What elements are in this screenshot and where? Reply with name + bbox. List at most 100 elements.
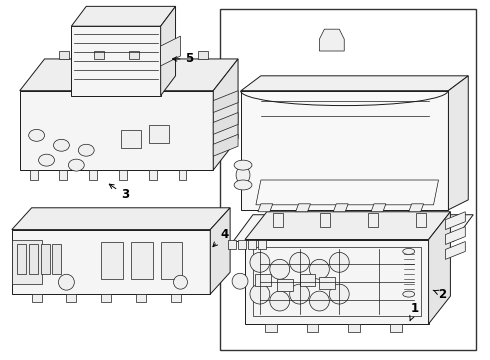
Polygon shape: [59, 170, 68, 180]
Bar: [149, 125, 169, 143]
Ellipse shape: [403, 248, 415, 255]
Circle shape: [58, 274, 74, 290]
Circle shape: [250, 284, 270, 304]
Polygon shape: [213, 113, 238, 134]
Polygon shape: [320, 213, 330, 227]
Ellipse shape: [39, 154, 54, 166]
Polygon shape: [448, 76, 468, 210]
Polygon shape: [32, 294, 42, 302]
Polygon shape: [445, 227, 466, 244]
Bar: [253, 247, 420, 316]
Polygon shape: [213, 91, 238, 113]
Polygon shape: [94, 51, 104, 59]
Bar: [131, 242, 153, 279]
Circle shape: [329, 284, 349, 304]
Polygon shape: [89, 170, 97, 180]
Polygon shape: [161, 6, 175, 96]
Polygon shape: [348, 324, 360, 332]
Polygon shape: [119, 170, 127, 180]
Polygon shape: [333, 204, 348, 212]
Bar: [29, 244, 38, 274]
Bar: [220, 9, 476, 350]
Polygon shape: [445, 212, 466, 230]
Polygon shape: [59, 51, 70, 59]
Polygon shape: [390, 324, 402, 332]
Polygon shape: [416, 213, 426, 227]
Polygon shape: [213, 134, 238, 156]
Polygon shape: [101, 294, 111, 302]
Circle shape: [329, 252, 349, 272]
Text: 4: 4: [213, 228, 228, 247]
Bar: [41, 244, 49, 274]
Polygon shape: [66, 294, 76, 302]
Polygon shape: [265, 324, 277, 332]
Circle shape: [270, 291, 290, 311]
Bar: [277, 279, 293, 291]
Polygon shape: [295, 204, 311, 212]
Polygon shape: [319, 29, 344, 51]
Polygon shape: [233, 215, 473, 242]
Polygon shape: [429, 212, 450, 324]
Polygon shape: [213, 59, 238, 170]
Bar: [101, 242, 123, 279]
Polygon shape: [228, 239, 236, 249]
Ellipse shape: [69, 159, 84, 171]
Polygon shape: [20, 91, 213, 170]
Polygon shape: [248, 239, 256, 249]
Ellipse shape: [403, 291, 415, 297]
Polygon shape: [12, 239, 42, 284]
Polygon shape: [238, 239, 246, 249]
Circle shape: [310, 291, 329, 311]
Polygon shape: [368, 213, 378, 227]
Polygon shape: [164, 51, 173, 59]
Polygon shape: [409, 204, 424, 212]
Text: 3: 3: [109, 184, 129, 201]
Circle shape: [310, 260, 329, 279]
Polygon shape: [72, 6, 175, 26]
Polygon shape: [136, 294, 146, 302]
Circle shape: [232, 273, 248, 289]
Bar: [319, 277, 335, 289]
Polygon shape: [307, 324, 318, 332]
Ellipse shape: [53, 139, 70, 151]
Text: 5: 5: [172, 53, 194, 66]
Circle shape: [290, 252, 310, 272]
Polygon shape: [129, 51, 139, 59]
Bar: [17, 244, 25, 274]
Ellipse shape: [78, 144, 94, 156]
Polygon shape: [30, 170, 38, 180]
Bar: [299, 274, 316, 286]
Ellipse shape: [236, 166, 250, 184]
Polygon shape: [161, 36, 180, 66]
Polygon shape: [258, 204, 273, 212]
Polygon shape: [171, 294, 180, 302]
Polygon shape: [245, 239, 429, 324]
Polygon shape: [12, 208, 230, 230]
Circle shape: [290, 284, 310, 304]
Polygon shape: [241, 76, 468, 91]
Polygon shape: [258, 239, 266, 249]
Polygon shape: [371, 204, 386, 212]
Circle shape: [270, 260, 290, 279]
Text: 1: 1: [410, 302, 419, 321]
Polygon shape: [445, 242, 466, 260]
Polygon shape: [198, 51, 208, 59]
Text: 2: 2: [433, 288, 446, 301]
Ellipse shape: [234, 180, 252, 190]
Circle shape: [173, 275, 188, 289]
Polygon shape: [20, 59, 238, 91]
Circle shape: [250, 252, 270, 272]
Bar: [52, 244, 61, 274]
Polygon shape: [241, 91, 448, 210]
Bar: [161, 242, 182, 279]
Polygon shape: [72, 26, 161, 96]
Ellipse shape: [234, 160, 252, 170]
Polygon shape: [12, 230, 210, 294]
Polygon shape: [210, 208, 230, 294]
Polygon shape: [178, 170, 187, 180]
Polygon shape: [149, 170, 157, 180]
Bar: [255, 274, 271, 286]
Ellipse shape: [29, 129, 45, 141]
Polygon shape: [273, 213, 283, 227]
Bar: [121, 130, 141, 148]
